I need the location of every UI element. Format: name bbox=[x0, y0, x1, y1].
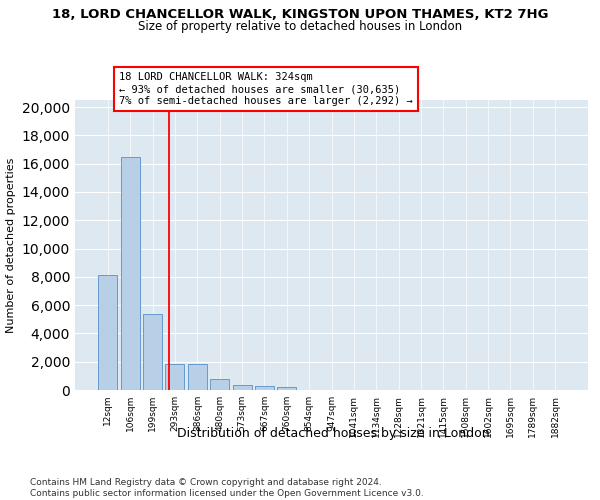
Y-axis label: Number of detached properties: Number of detached properties bbox=[6, 158, 16, 332]
Bar bbox=[143, 314, 162, 390]
Text: Size of property relative to detached houses in London: Size of property relative to detached ho… bbox=[138, 20, 462, 33]
Bar bbox=[166, 364, 184, 390]
Text: Contains HM Land Registry data © Crown copyright and database right 2024.
Contai: Contains HM Land Registry data © Crown c… bbox=[30, 478, 424, 498]
Bar bbox=[210, 380, 229, 390]
Bar bbox=[255, 386, 274, 390]
Text: 18 LORD CHANCELLOR WALK: 324sqm
← 93% of detached houses are smaller (30,635)
7%: 18 LORD CHANCELLOR WALK: 324sqm ← 93% of… bbox=[119, 72, 413, 106]
Bar bbox=[98, 276, 118, 390]
Bar bbox=[233, 386, 251, 390]
Text: Distribution of detached houses by size in London: Distribution of detached houses by size … bbox=[176, 428, 490, 440]
Bar bbox=[188, 364, 207, 390]
Bar bbox=[277, 387, 296, 390]
Text: 18, LORD CHANCELLOR WALK, KINGSTON UPON THAMES, KT2 7HG: 18, LORD CHANCELLOR WALK, KINGSTON UPON … bbox=[52, 8, 548, 20]
Bar bbox=[121, 156, 140, 390]
